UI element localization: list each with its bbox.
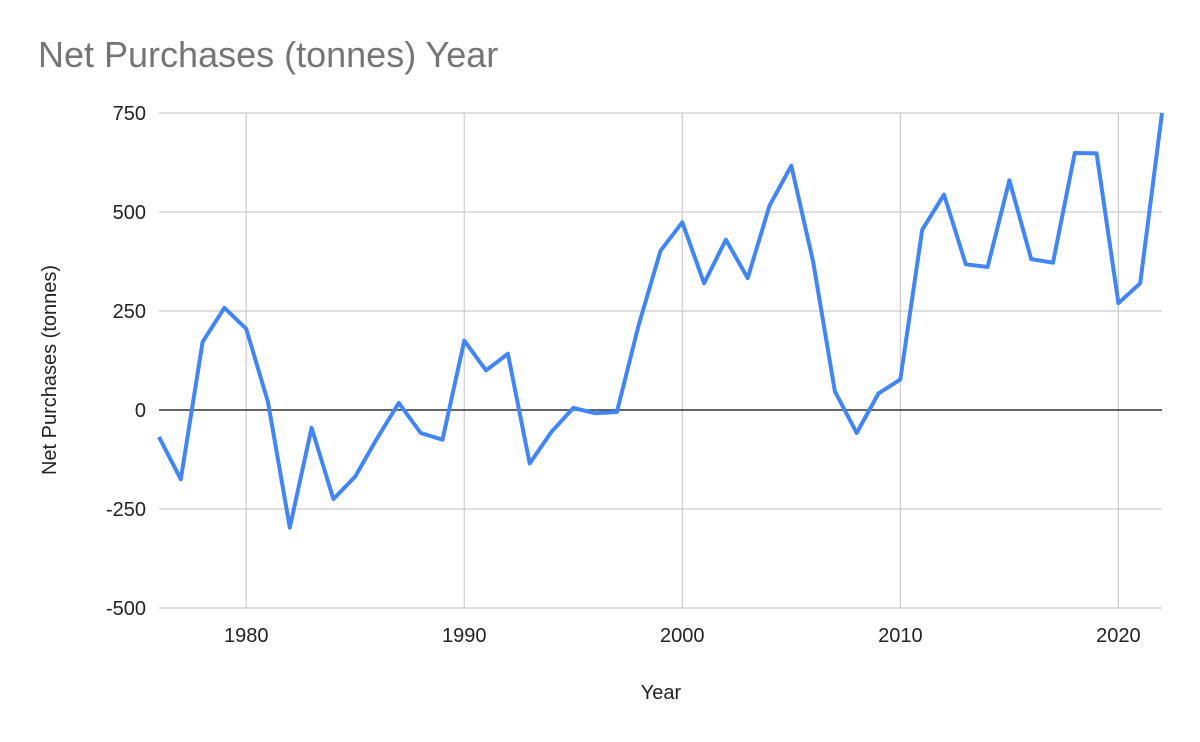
y-tick-label: -250	[106, 499, 146, 521]
x-axis-tick-labels: 1980 1990 2000 2010 2020	[224, 625, 1141, 647]
x-axis-title: Year	[641, 682, 682, 704]
y-tick-label: -500	[106, 598, 146, 620]
y-tick-label: 0	[135, 400, 146, 422]
data-series	[157, 112, 1164, 530]
y-tick-label: 500	[113, 202, 146, 224]
y-axis-title: Net Purchases (tonnes)	[39, 265, 61, 475]
x-tick-label: 2000	[660, 625, 705, 647]
gridlines	[159, 112, 1162, 609]
x-tick-label: 1980	[224, 625, 269, 647]
x-tick-label: 1990	[442, 625, 487, 647]
x-tick-label: 2010	[878, 625, 923, 647]
chart-title: Net Purchases (tonnes) Year	[38, 34, 499, 75]
x-tick-label: 2020	[1096, 625, 1141, 647]
y-axis-tick-labels: -500 -250 0 250 500 750	[106, 103, 146, 620]
series-line-0	[157, 112, 1164, 530]
y-tick-label: 250	[113, 301, 146, 323]
y-tick-label: 750	[113, 103, 146, 125]
